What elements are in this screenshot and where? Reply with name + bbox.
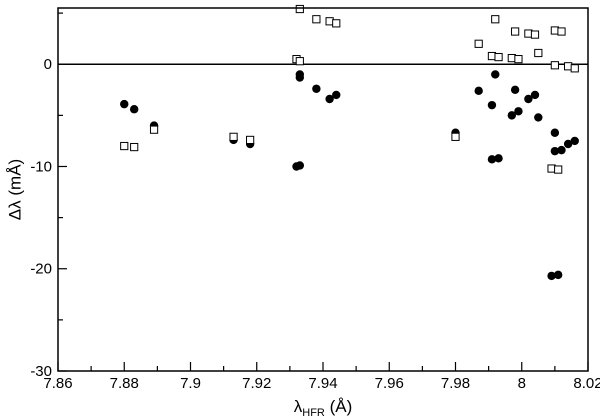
data-point-square — [514, 55, 523, 64]
data-point-square — [246, 135, 255, 145]
data-point-circle — [129, 105, 139, 114]
data-point-circle — [494, 154, 503, 163]
data-point-square — [295, 57, 304, 66]
y-tick-label: -10 — [30, 158, 52, 175]
data-point-square — [332, 19, 341, 28]
data-point-square — [554, 165, 563, 174]
x-tick-label: 7.96 — [375, 375, 404, 392]
data-point-square — [547, 164, 556, 173]
data-point-circle — [530, 90, 540, 100]
data-point-square — [474, 39, 483, 48]
data-point-circle — [474, 86, 483, 96]
data-point-circle — [550, 146, 560, 156]
data-point-circle — [487, 100, 497, 110]
data-point-square — [229, 132, 238, 141]
data-point-square — [557, 27, 566, 36]
data-point-square — [507, 54, 516, 63]
x-tick-label: 7.94 — [308, 375, 337, 392]
y-tick-label: -30 — [30, 363, 52, 380]
data-point-square — [524, 29, 533, 38]
data-point-circle — [510, 85, 520, 95]
x-axis-label-subscript: HFR — [302, 407, 325, 419]
data-point-circle — [487, 155, 497, 164]
y-axis-label: Δλ (mÅ) — [5, 159, 24, 220]
data-point-circle — [325, 94, 334, 104]
data-point-circle — [557, 145, 566, 155]
data-point-square — [295, 4, 304, 14]
y-tick-label: -20 — [30, 261, 52, 278]
data-point-circle — [295, 73, 305, 82]
data-point-circle — [332, 90, 341, 100]
data-point-square — [511, 27, 520, 36]
x-tick-label: 8 — [518, 375, 526, 392]
data-point-circle — [534, 113, 543, 122]
data-point-circle — [491, 70, 500, 79]
data-point-square — [550, 61, 559, 70]
data-point-square — [130, 142, 139, 152]
data-point-circle — [570, 136, 579, 146]
data-point-square — [530, 30, 540, 39]
data-point-circle — [550, 128, 560, 137]
x-tick-label: 7.92 — [242, 375, 271, 392]
data-point-square — [451, 132, 460, 141]
data-point-square — [534, 48, 543, 58]
x-axis-label: λHFR (Å) — [294, 397, 353, 419]
points-layer — [120, 4, 579, 281]
x-tick-label: 7.9 — [180, 375, 201, 392]
y-tick-label: 0 — [44, 56, 52, 73]
data-point-square — [325, 17, 334, 26]
data-point-circle — [553, 270, 563, 280]
x-axis-label-main: λ — [294, 397, 303, 416]
data-point-square — [487, 51, 497, 61]
ticks-layer — [57, 12, 589, 372]
data-point-square — [312, 15, 321, 24]
x-tick-label: 7.98 — [441, 375, 470, 392]
data-point-circle — [524, 94, 533, 104]
data-point-circle — [514, 107, 523, 116]
plot-frame — [57, 7, 589, 372]
data-point-square — [149, 125, 159, 134]
data-point-circle — [120, 99, 129, 109]
data-point-square — [494, 52, 503, 62]
data-point-circle — [312, 84, 321, 93]
data-point-square — [120, 141, 129, 151]
x-axis-label-unit: (Å) — [325, 397, 352, 416]
data-point-circle — [563, 139, 573, 149]
data-point-square — [570, 64, 579, 73]
data-point-circle — [547, 271, 556, 281]
x-tick-label: 8.02 — [573, 375, 600, 392]
x-tick-label: 7.86 — [43, 375, 72, 392]
data-point-square — [564, 62, 573, 71]
data-point-circle — [507, 111, 517, 120]
data-point-circle — [295, 161, 305, 170]
x-tick-label: 7.88 — [110, 375, 139, 392]
data-point-square — [550, 26, 559, 35]
data-point-square — [491, 15, 500, 24]
labels-layer: 7.86 7.88 7.9 7.92 7.94 7.96 7.98 8 8.02 -30 -20 -1… — [30, 56, 600, 392]
